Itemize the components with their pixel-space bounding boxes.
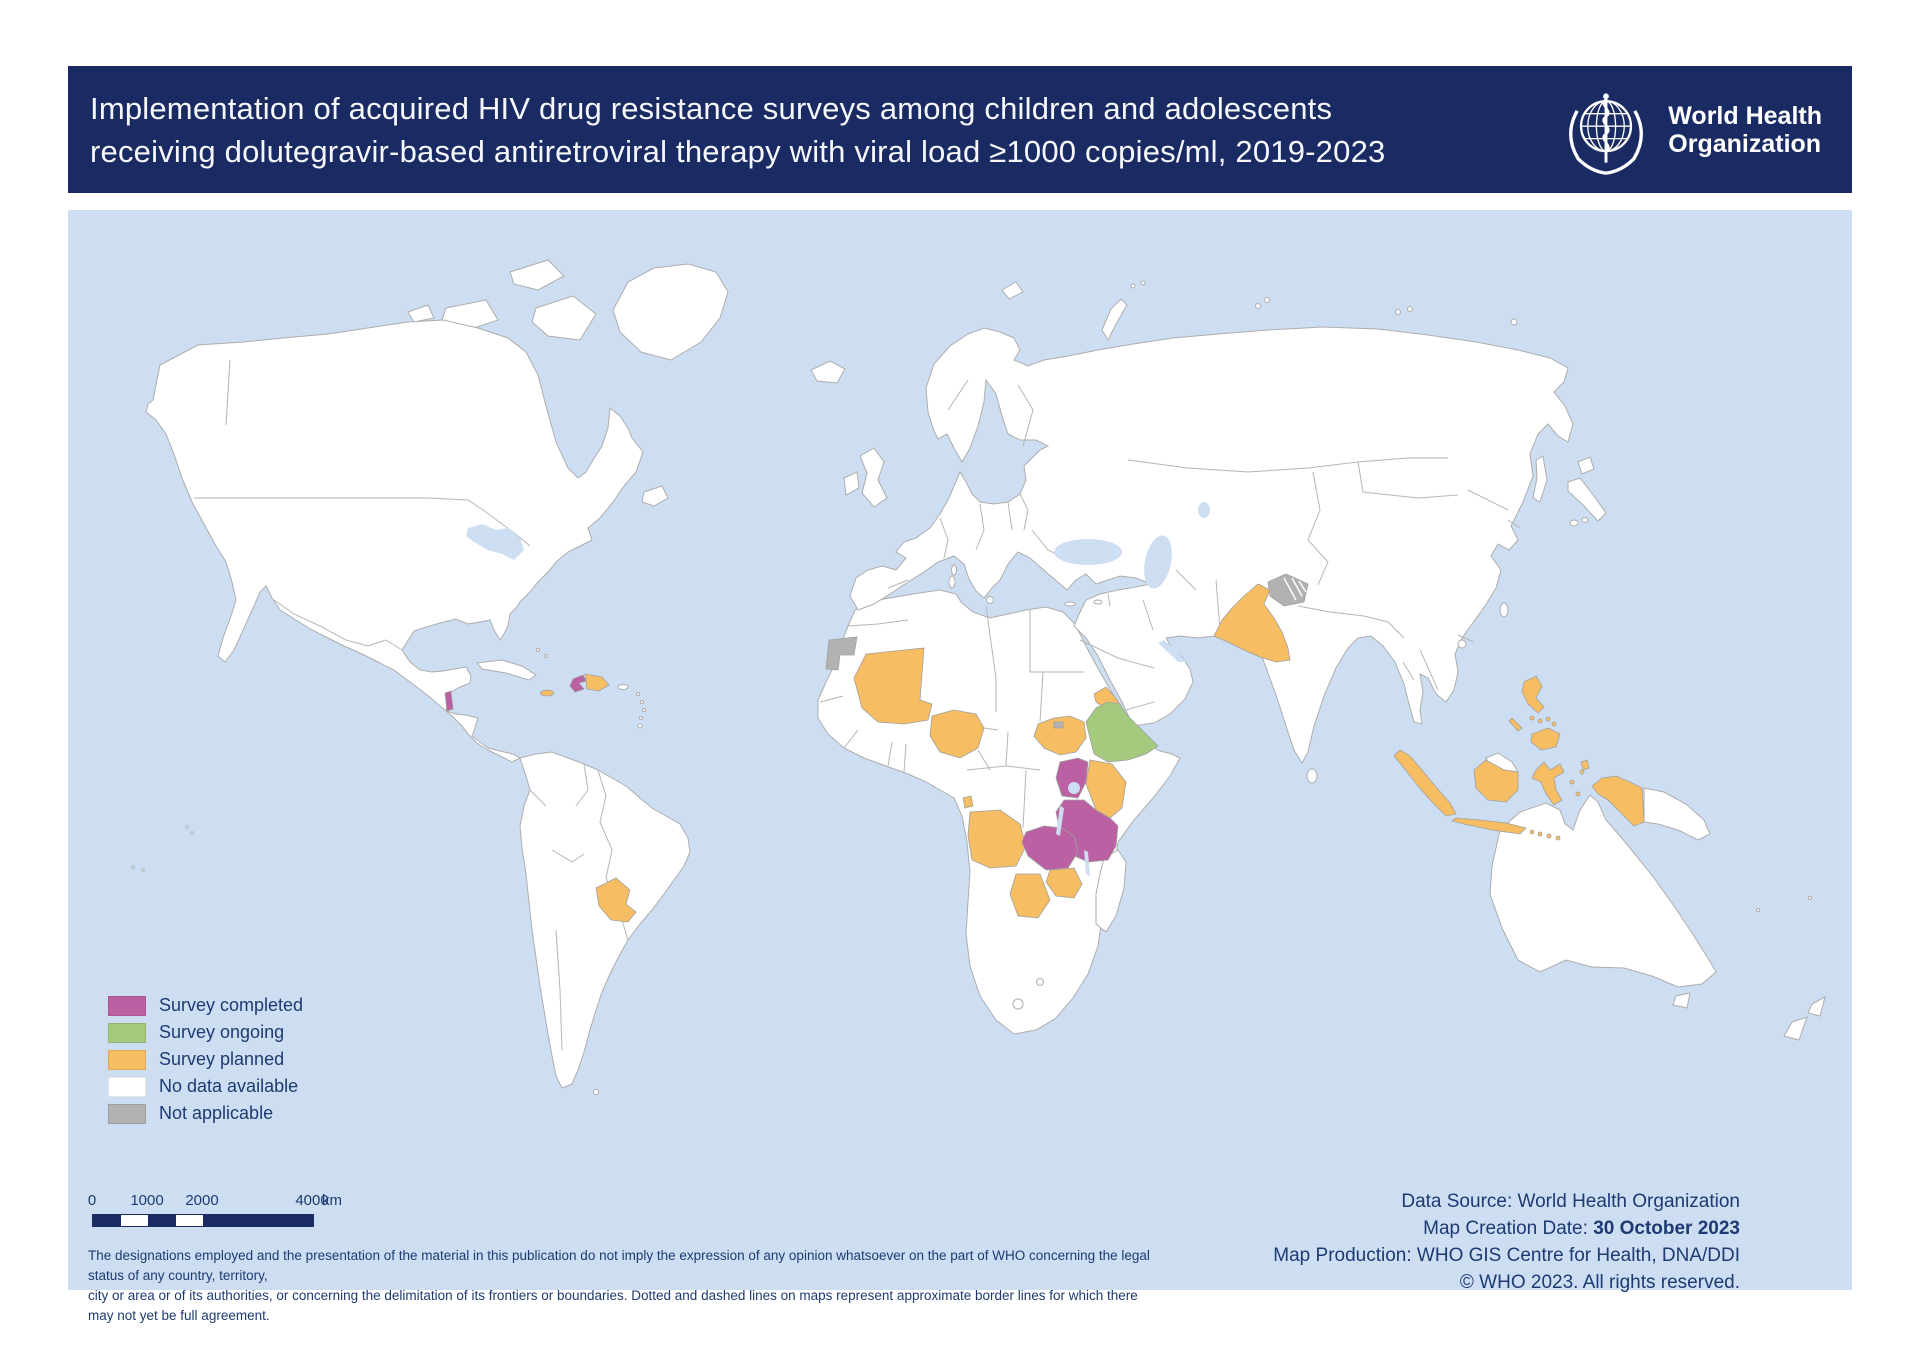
country-sumatra bbox=[1393, 749, 1457, 817]
legend-swatch-completed bbox=[108, 995, 146, 1016]
country-angola bbox=[967, 809, 1027, 869]
title-line-1: Implementation of acquired HIV drug resi… bbox=[90, 90, 1333, 126]
scale-bar-segments bbox=[92, 1214, 314, 1227]
country-west-papua bbox=[1591, 775, 1645, 827]
legend-item-survey-ongoing: Survey ongoing bbox=[108, 1019, 303, 1046]
map-credits: Data Source: World Health Organization M… bbox=[1273, 1188, 1740, 1296]
country-philippines-visayas bbox=[1508, 715, 1557, 732]
country-sulawesi bbox=[1531, 761, 1565, 806]
continents bbox=[131, 259, 1826, 1095]
country-abyei bbox=[1053, 721, 1064, 729]
legend-swatch-ongoing bbox=[108, 1022, 146, 1043]
country-indonesia-small-islands bbox=[1529, 759, 1590, 841]
legend-item-survey-completed: Survey completed bbox=[108, 992, 303, 1019]
legend-item-survey-planned: Survey planned bbox=[108, 1046, 303, 1073]
world-map bbox=[131, 259, 1826, 1095]
legend-label: No data available bbox=[159, 1076, 299, 1096]
legend-swatch-no-data bbox=[108, 1076, 146, 1097]
country-angola-cabinda bbox=[962, 795, 974, 809]
country-mali bbox=[853, 647, 933, 725]
country-philippines-mindanao bbox=[1530, 727, 1561, 751]
kashmir-hatching bbox=[1283, 577, 1307, 601]
legend-label: Survey planned bbox=[159, 1049, 285, 1069]
copyright: © WHO 2023. All rights reserved. bbox=[1459, 1272, 1740, 1293]
map-creation-date-value: 30 October 2023 bbox=[1593, 1218, 1740, 1239]
country-south-sudan bbox=[1033, 715, 1087, 756]
title-line-2: receiving dolutegravir-based antiretrovi… bbox=[90, 133, 1386, 169]
scale-label-4000: 4000 bbox=[295, 1192, 329, 1209]
scale-label-1000: 1000 bbox=[130, 1192, 164, 1209]
country-ethiopia bbox=[1085, 701, 1159, 763]
country-pakistan bbox=[1213, 583, 1291, 663]
country-dominican-republic bbox=[584, 673, 610, 692]
scale-label-0: 0 bbox=[87, 1192, 97, 1209]
country-java bbox=[1451, 817, 1527, 835]
country-haiti bbox=[569, 674, 587, 693]
legend-label: Survey ongoing bbox=[159, 1022, 285, 1042]
who-logo-text: World Health Organization bbox=[1668, 102, 1822, 158]
legend-item-not-applicable: Not applicable bbox=[108, 1100, 303, 1127]
legend-label: Survey completed bbox=[159, 995, 304, 1015]
map-production: Map Production: WHO GIS Centre for Healt… bbox=[1273, 1245, 1740, 1266]
country-jamaica bbox=[540, 689, 554, 697]
country-philippines-luzon bbox=[1521, 675, 1545, 714]
title-banner: Implementation of acquired HIV drug resi… bbox=[68, 66, 1852, 193]
map-panel: Survey completed Survey ongoing Survey p… bbox=[68, 210, 1852, 1323]
scale-segment bbox=[175, 1215, 203, 1226]
who-logo: World Health Organization bbox=[1558, 82, 1822, 178]
data-source: Data Source: World Health Organization bbox=[1401, 1191, 1740, 1212]
legend-swatch-not-applicable bbox=[108, 1103, 146, 1124]
lake-malawi bbox=[1084, 850, 1090, 876]
scale-unit: km bbox=[322, 1192, 342, 1209]
lake-tanganyika bbox=[1056, 806, 1064, 836]
who-logo-line-2: Organization bbox=[1668, 129, 1822, 158]
disclaimer-line-2: city or area or of its authorities, or c… bbox=[88, 1288, 1138, 1323]
country-belize bbox=[444, 690, 454, 712]
legend-swatch-planned bbox=[108, 1049, 146, 1070]
country-western-sahara bbox=[825, 636, 858, 671]
scale-segment bbox=[93, 1215, 121, 1226]
lakes bbox=[466, 502, 1210, 662]
country-jammu-kashmir bbox=[1267, 573, 1309, 607]
map-legend: Survey completed Survey ongoing Survey p… bbox=[108, 992, 303, 1127]
scale-segment bbox=[203, 1215, 313, 1226]
legend-item-no-data: No data available bbox=[108, 1073, 303, 1100]
country-kalimantan bbox=[1473, 759, 1519, 803]
scale-segment bbox=[148, 1215, 176, 1226]
page-title: Implementation of acquired HIV drug resi… bbox=[90, 87, 1385, 173]
scale-segment bbox=[120, 1215, 148, 1226]
disclaimer: The designations employed and the presen… bbox=[88, 1246, 1158, 1326]
legend-label: Not applicable bbox=[159, 1103, 274, 1123]
country-zimbabwe bbox=[1045, 867, 1083, 899]
disclaimer-line-1: The designations employed and the presen… bbox=[88, 1248, 1150, 1283]
country-botswana bbox=[1009, 873, 1051, 919]
country-nigeria bbox=[929, 709, 985, 759]
who-emblem-icon bbox=[1569, 93, 1644, 175]
country-borders bbox=[194, 359, 1521, 1051]
scale-label-2000: 2000 bbox=[185, 1192, 219, 1209]
country-zambia bbox=[1021, 825, 1079, 871]
map-creation-date: Map Creation Date: 30 October 2023 bbox=[1423, 1218, 1740, 1239]
scale-bar: 0 1000 2000 4000 km bbox=[88, 1192, 392, 1232]
country-paraguay bbox=[595, 877, 637, 923]
who-logo-line-1: World Health bbox=[1668, 101, 1822, 130]
country-kenya bbox=[1085, 759, 1127, 819]
lake-victoria bbox=[1068, 782, 1080, 794]
